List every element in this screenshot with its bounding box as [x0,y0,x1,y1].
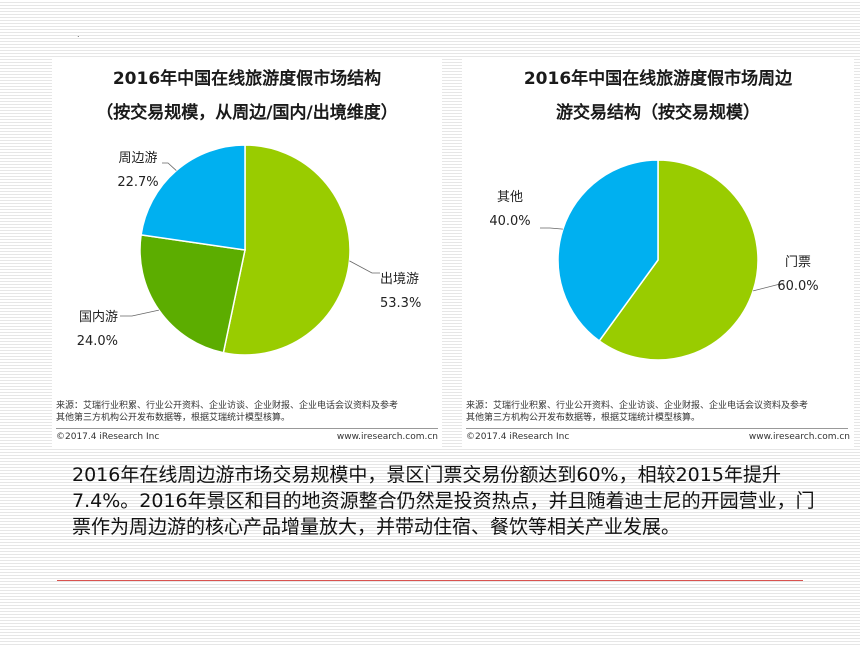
copyright: ©2017.4 iResearch Inc [466,432,570,442]
website: www.iresearch.com.cn [336,432,438,442]
chart-title-line2: 游交易结构（按交易规模） [556,103,760,123]
chart-title-line1: 2016年中国在线旅游度假市场结构 [112,69,382,89]
slice-label: 出境游 [380,272,419,287]
leader-line [540,227,563,230]
source-line1: 来源：艾瑞行业积累、行业公开资料、企业访谈、企业财报、企业电话会议资料及参考 [466,401,809,411]
source-line2: 其他第三方机构公开发布数据等，根据艾瑞统计模型核算。 [466,413,701,423]
slice-label: 门票 [785,255,811,270]
divider-line [57,580,803,581]
pie-slice-2 [139,234,246,354]
chart-panel-right: 2016年中国在线旅游度假市场周边 游交易结构（按交易规模） 门票 60.0% 其他… [462,58,854,448]
slice-label: 其他 [497,190,523,205]
source-line2: 其他第三方机构公开发布数据等，根据艾瑞统计模型核算。 [56,413,291,423]
slice-label: 国内游 [79,309,118,325]
slice-value-label: 24.0% [77,334,118,349]
source-divider [466,428,848,429]
decor-dot: . [77,30,80,39]
caption-text: 2016年在线周边游市场交易规模中，景区门票交易份额达到60%，相较2015年提… [72,464,815,538]
pie-slice-1 [222,144,351,356]
leader-line [349,260,380,274]
slice-value-label: 53.3% [380,296,421,311]
leader-line [753,282,785,292]
leader-line [162,162,177,171]
source-divider [56,428,438,429]
source-note: 来源：艾瑞行业积累、行业公开资料、企业访谈、企业财报、企业电话会议资料及参考 其… [466,400,848,424]
chart-title-line2: （按交易规模，从周边/国内/出境维度） [96,103,398,123]
source-note: 来源：艾瑞行业积累、行业公开资料、企业访谈、企业财报、企业电话会议资料及参考 其… [56,400,438,424]
pie-slice-2 [557,159,659,342]
copyright: ©2017.4 iResearch Inc [56,432,160,442]
pie-slice-3 [140,144,246,251]
pie-chart-left: 出境游 53.3% 国内游 24.0% 周边游 22.7% [77,144,421,356]
chart-panel-left: 2016年中国在线旅游度假市场结构 （按交易规模，从周边/国内/出境维度） 出境… [52,58,442,448]
slice-value-label: 60.0% [777,279,818,294]
pie-chart-right: 门票 60.0% 其他 40.0% [489,159,819,361]
slice-label: 周边游 [118,151,157,166]
slice-value-label: 22.7% [117,175,158,190]
source-line1: 来源：艾瑞行业积累、行业公开资料、企业访谈、企业财报、企业电话会议资料及参考 [56,401,399,411]
website: www.iresearch.com.cn [748,432,850,442]
slice-value-label: 40.0% [489,214,530,229]
leader-line [120,309,159,317]
pie-slice-1 [598,159,759,361]
chart-title-line1: 2016年中国在线旅游度假市场周边 [523,69,793,89]
